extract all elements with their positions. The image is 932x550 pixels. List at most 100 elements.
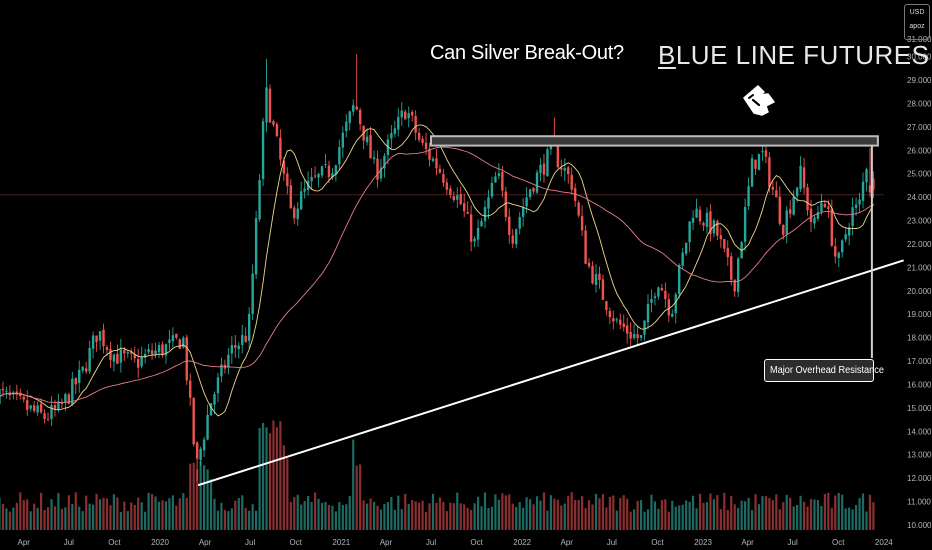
candle-body	[799, 165, 802, 190]
volume-bar	[286, 458, 289, 530]
time-axis: Apr Jul Oct 2020 Apr Jul Oct 2021 Apr Jul Oct 2022 A…	[18, 538, 894, 547]
candle-body	[230, 345, 234, 354]
volume-bar	[348, 496, 351, 530]
candle-body	[334, 165, 338, 175]
volume-bar	[716, 495, 719, 530]
trendline[interactable]	[197, 259, 904, 487]
candle-body	[46, 418, 50, 420]
candle-body	[743, 206, 747, 242]
volume-bar	[705, 502, 709, 530]
volume-bar	[549, 495, 553, 530]
candle-body	[636, 334, 639, 339]
volume-bar	[220, 502, 223, 530]
resistance-zone[interactable]	[430, 135, 879, 358]
candle-body	[178, 339, 182, 349]
candle-body	[234, 345, 237, 348]
volume-bar	[192, 462, 195, 530]
volume-bar	[442, 502, 445, 530]
volume-bar	[470, 509, 473, 530]
candle-body	[102, 329, 105, 347]
candle-body	[296, 208, 299, 220]
candle-body	[591, 265, 594, 284]
candle-body	[483, 207, 487, 222]
volume-bar	[581, 496, 584, 530]
candle-body	[251, 273, 254, 315]
volume-bar	[154, 496, 157, 530]
volume-bar	[411, 500, 414, 530]
candle-body	[410, 112, 414, 116]
price-tick-label: 19.000	[907, 310, 932, 319]
candle-body	[168, 339, 171, 343]
price-tick-label: 12.000	[907, 474, 932, 483]
volume-bar	[664, 499, 667, 530]
candle-body	[57, 401, 60, 410]
volume-bar	[435, 502, 438, 530]
volume-bar	[518, 502, 521, 530]
price-tick-label: 28.000	[907, 99, 932, 108]
volume-bar	[587, 500, 591, 530]
candle-body	[570, 174, 573, 190]
cursor-hand-logo-icon	[743, 85, 775, 116]
volume-bar	[386, 502, 390, 530]
volume-bar	[359, 464, 362, 530]
candle-body	[22, 396, 25, 400]
volume-bar	[424, 511, 428, 530]
candle-body	[792, 196, 795, 215]
volume-bar	[476, 496, 480, 530]
candle-body	[598, 273, 601, 280]
candle-body	[123, 349, 126, 354]
candle-body	[202, 439, 206, 451]
candle-body	[324, 164, 327, 166]
volume-bar	[140, 502, 143, 530]
candle-body	[407, 113, 410, 119]
candle-body	[78, 369, 81, 384]
candle-body	[622, 323, 625, 328]
candle-body	[383, 155, 386, 169]
volume-bar	[296, 494, 299, 530]
candle-body	[515, 229, 518, 245]
volume-bar	[782, 502, 785, 530]
volume-bar	[168, 498, 171, 530]
price-tick-label: 25.000	[907, 170, 932, 179]
volume-bar	[50, 499, 53, 530]
candle-body	[580, 216, 584, 231]
volume-bar	[591, 504, 594, 530]
volume-bar	[608, 496, 611, 530]
candle-body	[320, 166, 324, 176]
candle-body	[528, 189, 532, 197]
volume-bar	[362, 500, 365, 530]
candle-body	[105, 347, 109, 350]
candle-body	[508, 216, 511, 235]
volume-bar	[539, 500, 542, 530]
volume-bar	[764, 496, 768, 530]
currency-unit-box[interactable]: USD apoz	[904, 4, 930, 40]
candle-body	[629, 331, 632, 339]
volume-bar	[452, 503, 455, 530]
volume-bar	[463, 504, 466, 530]
candle-body	[175, 333, 178, 338]
volume-bar	[324, 502, 327, 530]
volume-bar	[646, 509, 650, 530]
volume-bar	[501, 493, 504, 530]
volume-bar	[473, 503, 476, 530]
candle-body	[556, 145, 560, 168]
volume-bar	[570, 492, 573, 530]
volume-bar	[227, 511, 230, 530]
resistance-band[interactable]	[430, 135, 879, 147]
volume-bar	[182, 493, 185, 530]
candle-body	[424, 142, 428, 150]
candle-body	[466, 211, 469, 214]
volume-bar	[116, 497, 119, 530]
candle-body	[67, 394, 71, 404]
time-tick-label: Jul	[245, 538, 255, 547]
candle-body	[244, 335, 247, 342]
candle-body	[615, 319, 618, 321]
chart-title: Can Silver Break-Out?	[430, 42, 624, 64]
candle-body	[206, 414, 209, 440]
time-tick-label: Apr	[199, 538, 212, 547]
support-trendline[interactable]	[197, 259, 904, 487]
volume-bar	[806, 506, 809, 530]
volume-bar	[698, 493, 702, 530]
volume-bar	[352, 439, 355, 530]
